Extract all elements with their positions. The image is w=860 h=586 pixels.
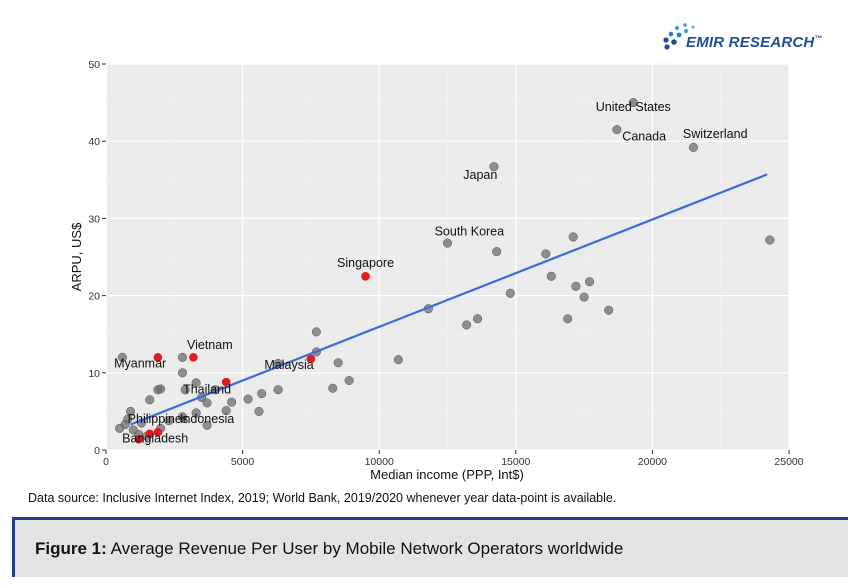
x-tick-label: 25000 [774, 456, 803, 468]
data-point [579, 292, 589, 302]
data-point [333, 358, 343, 368]
trademark-mark: ™ [814, 34, 823, 43]
data-point [115, 423, 125, 433]
data-point [563, 314, 573, 324]
figure-caption: Figure 1: Average Revenue Per User by Mo… [35, 539, 623, 559]
point-labels: United States Canada Switzerland Japan South… [114, 100, 747, 445]
data-point [257, 389, 267, 399]
y-tick-label: 50 [88, 59, 100, 71]
point-label: Myanmar [114, 356, 166, 370]
highlight-point [361, 272, 370, 281]
data-point [604, 305, 614, 315]
highlight-point [306, 354, 316, 364]
grid-lines [105, 63, 790, 451]
scatter-chart: United States Canada Switzerland Japan South… [69, 59, 804, 482]
data-point [191, 408, 201, 418]
data-point [612, 125, 622, 135]
x-axis-label: Median income (PPP, Int$) [370, 467, 524, 482]
data-point [568, 232, 578, 242]
data-point [311, 327, 321, 337]
y-tick-label: 40 [88, 136, 100, 148]
highlight-point [153, 427, 163, 437]
data-point [393, 355, 403, 365]
y-tick-label: 0 [94, 445, 100, 457]
y-axis-label: ARPU, US$ [69, 222, 84, 291]
point-label: Japan [463, 168, 497, 182]
data-point [765, 235, 775, 245]
data-point [177, 352, 188, 362]
x-tick-label: 10000 [365, 456, 394, 468]
point-label: Singapore [337, 256, 394, 270]
data-point [145, 395, 155, 405]
data-point [688, 142, 698, 152]
data-point [541, 249, 551, 259]
point-label: Switzerland [683, 127, 748, 141]
x-axis-ticks: 0 5000 10000 15000 20000 25000 [103, 450, 804, 468]
dots-logo-icon [663, 23, 695, 50]
point-label: Malaysia [264, 358, 313, 372]
data-point [473, 314, 483, 324]
point-label: Vietnam [187, 338, 233, 352]
data-source-note: Data source: Inclusive Internet Index, 2… [28, 491, 617, 505]
point-label: Indonesia [180, 412, 234, 426]
y-tick-label: 10 [88, 368, 100, 380]
point-label: Philippines [128, 412, 188, 426]
data-points [115, 98, 775, 444]
data-point [117, 352, 127, 362]
y-tick-label: 30 [88, 213, 100, 225]
data-point [202, 420, 212, 430]
brand-name: EMIR RESEARCH™ [686, 34, 823, 51]
data-point [344, 375, 354, 386]
data-point [227, 397, 237, 407]
highlight-point [145, 429, 155, 439]
x-tick-label: 5000 [231, 456, 255, 468]
highlight-point [221, 377, 231, 387]
data-point [585, 277, 595, 287]
brand-text: EMIR RESEARCH [686, 34, 815, 51]
x-tick-label: 15000 [501, 456, 530, 468]
point-label: Canada [622, 129, 666, 143]
point-label: South Korea [435, 224, 505, 238]
data-point [628, 98, 638, 108]
data-point [273, 385, 283, 395]
data-point [156, 384, 166, 394]
caption-prefix: Figure 1: [35, 539, 107, 558]
point-label: Bangladesh [122, 431, 188, 445]
data-point [492, 247, 502, 257]
x-tick-label: 0 [103, 456, 109, 468]
data-point [328, 383, 338, 393]
highlight-point [134, 434, 144, 444]
highlight-point [189, 353, 198, 362]
data-point [177, 412, 188, 422]
y-axis-ticks: 0 10 20 30 40 50 [88, 59, 106, 457]
data-point [202, 398, 212, 408]
data-point [462, 320, 472, 330]
figure-caption-box: Figure 1: Average Revenue Per User by Mo… [12, 517, 848, 577]
data-point [254, 406, 264, 416]
data-point [571, 281, 581, 291]
data-point [505, 288, 515, 298]
data-point [180, 385, 190, 395]
data-point [442, 238, 453, 248]
data-point [177, 368, 188, 378]
point-label: Thailand [183, 383, 231, 397]
data-point [546, 271, 556, 281]
data-point [164, 416, 174, 426]
data-point [489, 162, 499, 172]
data-point [221, 406, 231, 416]
highlight-point [153, 353, 163, 362]
data-point [191, 378, 201, 388]
data-point [243, 394, 253, 404]
x-tick-label: 20000 [638, 456, 667, 468]
caption-text: Average Revenue Per User by Mobile Netwo… [106, 539, 624, 558]
point-label: United States [596, 100, 671, 114]
trend-line [130, 173, 768, 426]
y-tick-label: 20 [88, 291, 100, 303]
